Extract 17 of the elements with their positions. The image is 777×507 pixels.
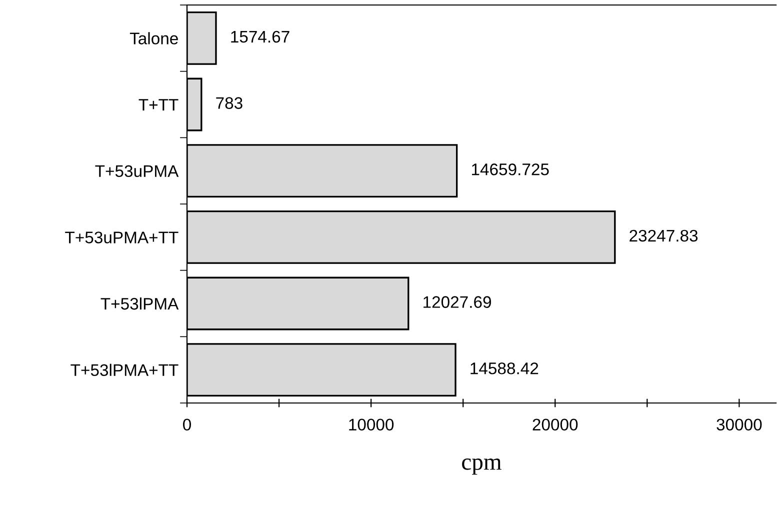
data-label: 12027.69 bbox=[424, 296, 491, 308]
x-tick-label: 10000 bbox=[349, 418, 394, 431]
x-tick-label: 20000 bbox=[532, 418, 578, 431]
y-tick-label: T+53uPMA+TT bbox=[65, 232, 178, 244]
y-tick-label: Talone bbox=[130, 32, 178, 44]
data-label: 1574.67 bbox=[231, 30, 290, 43]
x-axis-title: cpm bbox=[462, 458, 502, 475]
x-tick-label: 0 bbox=[183, 418, 191, 431]
y-tick-label: T+53lPMA bbox=[100, 297, 179, 310]
data-label: 14588.42 bbox=[470, 362, 538, 374]
y-tick-label: T+53lPMA+TT bbox=[70, 364, 178, 376]
y-tick-label: T+53uPMA bbox=[95, 165, 179, 178]
data-label: 23247.83 bbox=[630, 230, 698, 242]
data-label: 14659.725 bbox=[472, 164, 549, 176]
data-label: 783 bbox=[216, 97, 242, 109]
x-tick-label: 30000 bbox=[716, 418, 762, 431]
y-tick-label: T+TT bbox=[138, 99, 178, 111]
